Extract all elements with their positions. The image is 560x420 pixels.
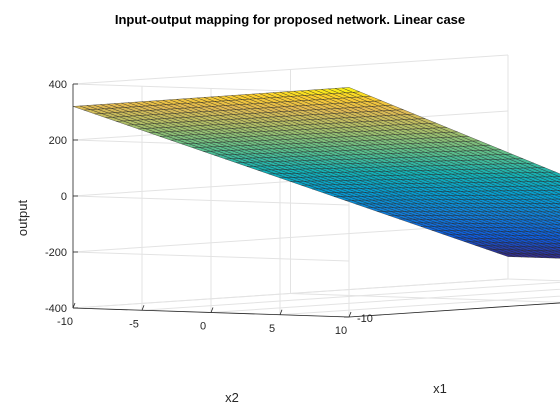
surface-patch xyxy=(555,203,560,206)
x2-tick-label: 0 xyxy=(200,321,206,333)
surface-patch xyxy=(553,235,560,239)
x2-tick xyxy=(210,307,214,313)
surface-patch xyxy=(545,207,560,213)
x2-tick xyxy=(279,309,283,315)
x2-axis-label: x2 xyxy=(225,390,239,405)
x2-tick xyxy=(348,311,352,318)
x2-tick-label: 10 xyxy=(335,325,347,337)
x2-tick xyxy=(72,302,76,309)
surface-patch xyxy=(551,247,560,251)
z-tick-label: -400 xyxy=(45,303,67,315)
surface-patch xyxy=(549,181,560,186)
chart-title: Input-output mapping for proposed networ… xyxy=(115,12,465,27)
surface-patch xyxy=(550,219,560,224)
surface-patch xyxy=(543,239,560,244)
surface-patch xyxy=(544,246,560,252)
surface-patch xyxy=(557,190,560,192)
surface-patch xyxy=(550,190,560,195)
x2-tick-label: -10 xyxy=(57,316,73,328)
surface-patch xyxy=(544,198,560,204)
x1-tick-label: -10 xyxy=(357,313,373,325)
surface-patch xyxy=(554,194,560,198)
surface-patch xyxy=(548,223,560,229)
surface-patch xyxy=(543,190,560,195)
z-tick-label: 400 xyxy=(49,79,67,91)
surface-patch xyxy=(545,227,560,233)
gridline-x1 xyxy=(507,55,560,282)
surface-patch xyxy=(548,203,560,208)
surface-patch xyxy=(557,220,560,222)
surface-patch xyxy=(552,228,560,232)
surface-patch xyxy=(553,215,560,219)
x1-axis-line xyxy=(348,302,560,318)
surface-patch xyxy=(556,231,560,234)
surface-patch xyxy=(552,207,560,211)
surface-patch xyxy=(547,243,560,248)
x2-tick xyxy=(141,305,145,311)
surface-patch xyxy=(554,243,560,246)
x1-axis-label: x1 xyxy=(433,381,447,396)
surface-patch xyxy=(542,231,560,237)
z-tick-label: 0 xyxy=(61,191,67,203)
surface-mesh xyxy=(72,87,560,259)
surface-patch xyxy=(557,239,560,242)
surface-patch xyxy=(548,171,560,177)
surface-patch xyxy=(550,239,560,244)
surface-patch xyxy=(549,231,560,237)
z-tick-label: -200 xyxy=(45,247,67,259)
surface-patch xyxy=(556,211,560,214)
surface-patch xyxy=(551,198,560,203)
surface-patch xyxy=(545,254,560,259)
surface-patch xyxy=(556,181,560,183)
x2-tick-label: -5 xyxy=(129,318,139,330)
surface-patch xyxy=(544,219,560,225)
surface-patch xyxy=(553,185,560,189)
surface-patch xyxy=(546,185,560,191)
z-axis-label: output xyxy=(15,200,30,237)
surface-patch xyxy=(542,181,560,187)
x2-tick-label: 5 xyxy=(269,323,275,335)
surface-patch xyxy=(547,194,560,200)
surface-patch xyxy=(547,215,560,221)
axes xyxy=(72,83,560,318)
surface-patch xyxy=(549,211,560,216)
z-tick-label: 200 xyxy=(49,135,67,147)
surface-patch xyxy=(543,211,560,217)
surface-patch xyxy=(546,235,560,241)
surface-patch xyxy=(545,176,560,182)
